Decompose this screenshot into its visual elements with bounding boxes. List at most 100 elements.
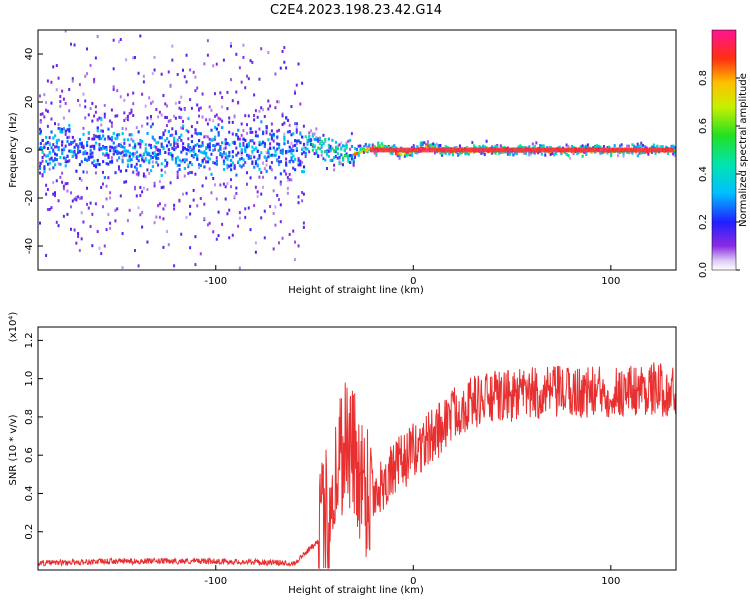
- heatmap-cell: [146, 131, 149, 135]
- heatmap-cell: [132, 114, 135, 118]
- heatmap-cell: [359, 144, 362, 148]
- heatmap-cell: [240, 152, 243, 156]
- heatmap-cell: [89, 201, 92, 205]
- heatmap-cell: [315, 138, 318, 142]
- heatmap-cell: [164, 170, 167, 174]
- heatmap-cell: [643, 151, 647, 155]
- heatmap-cell: [167, 129, 170, 133]
- heatmap-cell: [293, 157, 297, 161]
- heatmap-cell: [434, 143, 437, 147]
- heatmap-cell: [398, 156, 401, 160]
- heatmap-cell: [165, 124, 168, 128]
- heatmap-cell: [362, 150, 365, 154]
- heatmap-cell: [64, 132, 67, 136]
- heatmap-cell: [490, 145, 494, 149]
- heatmap-cell: [572, 152, 575, 156]
- heatmap-cell: [82, 220, 85, 224]
- heatmap-cell: [233, 196, 236, 200]
- heatmap-cell: [160, 173, 163, 177]
- heatmap-cell: [160, 72, 163, 76]
- heatmap-cell: [197, 114, 200, 118]
- heatmap-cell: [121, 232, 124, 236]
- heatmap-cell: [483, 145, 487, 149]
- heatmap-cell: [295, 128, 298, 132]
- heatmap-cell: [421, 142, 424, 146]
- heatmap-cell: [48, 143, 51, 147]
- heatmap-cell: [50, 156, 53, 160]
- heatmap-cell: [50, 117, 53, 121]
- heatmap-cell: [281, 149, 284, 153]
- heatmap-cell: [258, 143, 261, 147]
- heatmap-cell: [290, 133, 293, 137]
- heatmap-cell: [167, 243, 170, 247]
- heatmap-cell: [105, 147, 108, 151]
- heatmap-cell: [283, 60, 286, 64]
- spectrogram-y-label: Frequency (Hz): [8, 112, 19, 188]
- heatmap-cell: [285, 116, 288, 120]
- heatmap-cell: [320, 146, 323, 150]
- heatmap-cell: [334, 148, 338, 152]
- heatmap-cell: [64, 101, 67, 105]
- heatmap-cell: [329, 144, 332, 148]
- heatmap-cell: [48, 157, 51, 161]
- heatmap-cell: [297, 139, 300, 143]
- heatmap-cell: [329, 146, 332, 150]
- heatmap-cell: [400, 153, 403, 157]
- colorbar-tick-label: 0.8: [698, 70, 709, 86]
- heatmap-cell: [281, 114, 284, 118]
- heatmap-cell: [77, 144, 80, 148]
- heatmap-cell: [114, 114, 117, 118]
- heatmap-cell: [253, 155, 256, 159]
- heatmap-cell: [245, 171, 248, 175]
- heatmap-cell: [544, 153, 547, 157]
- heatmap-cell: [94, 171, 97, 175]
- heatmap-cell: [261, 140, 265, 144]
- heatmap-cell: [458, 144, 461, 148]
- heatmap-cell: [94, 56, 97, 60]
- heatmap-cell: [206, 135, 209, 139]
- heatmap-cell: [89, 152, 92, 156]
- heatmap-cell: [538, 144, 542, 148]
- heatmap-cell: [302, 165, 306, 169]
- heatmap-cell: [331, 158, 334, 162]
- heatmap-cell: [144, 147, 147, 151]
- heatmap-cell: [419, 145, 423, 149]
- heatmap-cell: [130, 163, 133, 167]
- heatmap-cell: [189, 246, 192, 250]
- heatmap-cell: [586, 143, 589, 147]
- heatmap-cell: [46, 124, 49, 128]
- heatmap-cell: [320, 153, 323, 157]
- heatmap-cell: [354, 151, 357, 155]
- heatmap-cell: [133, 142, 137, 146]
- heatmap-cell: [253, 165, 256, 169]
- heatmap-cell: [208, 142, 211, 146]
- heatmap-cell: [46, 79, 49, 83]
- heatmap-cell: [217, 116, 220, 120]
- heatmap-cell: [130, 152, 133, 156]
- heatmap-cell: [228, 208, 231, 212]
- heatmap-cell: [112, 141, 115, 145]
- heatmap-cell: [631, 151, 634, 155]
- heatmap-cell: [416, 145, 419, 149]
- heatmap-cell: [297, 201, 300, 205]
- heatmap-cell: [87, 136, 90, 140]
- heatmap-cell: [43, 166, 46, 170]
- heatmap-cell: [318, 137, 322, 141]
- heatmap-cell: [245, 123, 248, 127]
- heatmap-cell: [101, 170, 104, 174]
- heatmap-cell: [39, 130, 42, 134]
- heatmap-cell: [258, 127, 261, 131]
- heatmap-cell: [117, 143, 121, 147]
- heatmap-cell: [638, 152, 641, 156]
- heatmap-cell: [355, 147, 359, 151]
- heatmap-cell: [249, 139, 252, 143]
- heatmap-cell: [139, 164, 142, 168]
- heatmap-cell: [52, 181, 55, 185]
- heatmap-cell: [144, 150, 147, 154]
- heatmap-cell: [43, 169, 46, 173]
- heatmap-cell: [153, 184, 156, 188]
- heatmap-cell: [258, 109, 261, 113]
- heatmap-cell: [608, 145, 611, 149]
- heatmap-cell: [203, 165, 206, 169]
- heatmap-cell: [240, 156, 243, 160]
